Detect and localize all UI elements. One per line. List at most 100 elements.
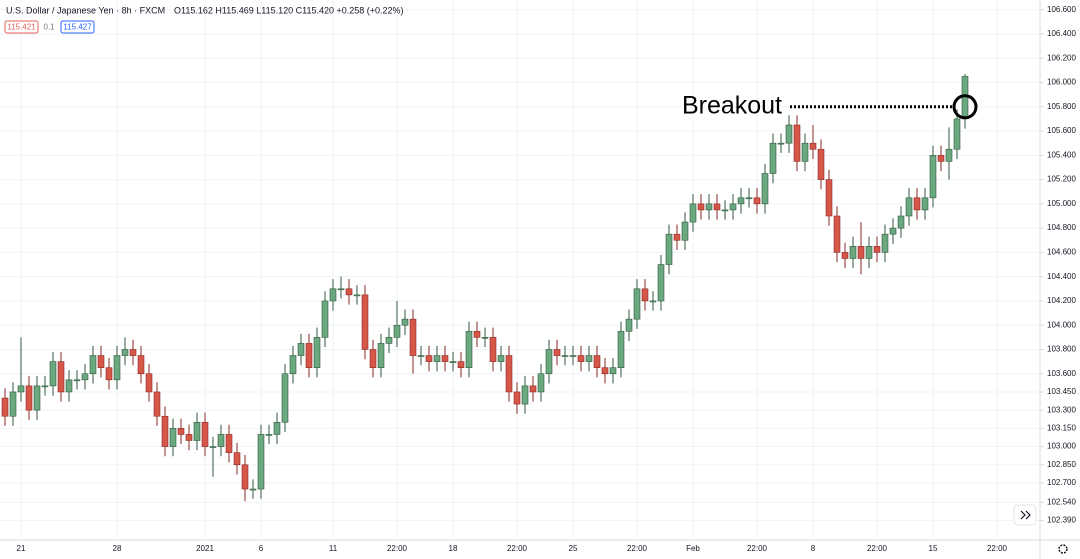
candle-body [65, 379, 73, 393]
candle-body [889, 227, 897, 235]
candle-body [937, 155, 945, 162]
candle-body [489, 337, 497, 362]
candle-body [241, 464, 249, 490]
grid [0, 0, 1040, 540]
candle-body [457, 361, 465, 368]
y-tick-label: 103.800 [1047, 345, 1076, 354]
ohlc-readout: O115.162 H115.469 L115.120 C115.420 +0.2… [174, 5, 404, 15]
candle-body [697, 203, 705, 211]
x-tick-label: 8 [811, 544, 816, 553]
candle-body [201, 421, 209, 447]
candle-body [105, 367, 113, 381]
scroll-icon[interactable] [1020, 510, 1031, 520]
candle-body [401, 318, 409, 326]
candle-body [225, 434, 233, 453]
candle-body [641, 288, 649, 302]
ask-price[interactable]: 115.427 [63, 23, 92, 32]
y-tick-label: 104.200 [1047, 296, 1076, 305]
x-tick-label: 22:00 [387, 544, 408, 553]
candle-body [721, 209, 729, 212]
candle-body [441, 355, 449, 362]
candle-body [521, 385, 529, 405]
candle-body [665, 233, 673, 265]
x-tick-label: 25 [569, 544, 578, 553]
candle-body [113, 355, 121, 381]
candle-body [417, 355, 425, 357]
candle-body [593, 355, 601, 368]
x-tick-label: 22:00 [987, 544, 1008, 553]
candle-body [473, 330, 481, 338]
candle-body [313, 337, 321, 368]
candle-body [17, 385, 25, 393]
y-tick-label: 106.000 [1047, 78, 1076, 87]
candle-body [673, 233, 681, 241]
candle-body [41, 385, 49, 388]
candle-body [33, 385, 41, 411]
candle-body [729, 203, 737, 211]
candle-body [121, 349, 129, 356]
candle-body [9, 391, 17, 417]
x-tick-label: 15 [929, 544, 938, 553]
candle-body [561, 355, 569, 357]
y-tick-label: 102.700 [1047, 478, 1076, 487]
candle-body [1, 397, 9, 417]
candle-body [129, 349, 137, 356]
candle-body [233, 452, 241, 466]
candle-body [305, 343, 313, 368]
x-tick-label: 22:00 [867, 544, 888, 553]
y-tick-label: 104.400 [1047, 272, 1076, 281]
axes: 106.600 106.400 106.200 106.000 105.800 105.6… [17, 5, 1077, 553]
candle-body [737, 197, 745, 205]
candle-body [617, 330, 625, 368]
candle-body [801, 142, 809, 162]
candle-body [681, 221, 689, 241]
y-tick-label: 104.600 [1047, 248, 1076, 257]
y-tick-label: 102.390 [1047, 516, 1076, 525]
candle-body [321, 300, 329, 338]
bid-box[interactable] [4, 20, 39, 34]
candle-body [361, 294, 369, 350]
candle-body [145, 373, 153, 393]
candle-body [833, 215, 841, 253]
x-tick-label: 2021 [196, 544, 214, 553]
candle-body [265, 434, 273, 436]
candle-body [625, 318, 633, 332]
candle-body [209, 446, 217, 448]
ask-box[interactable] [60, 20, 95, 34]
candle-body [81, 373, 89, 381]
candle-body [153, 391, 161, 417]
candle-body [585, 355, 593, 362]
candle-body [921, 197, 929, 211]
annotation: Breakout [682, 91, 978, 120]
candle-body [793, 124, 801, 162]
candle-body [577, 355, 585, 362]
y-tick-label: 105.600 [1047, 126, 1076, 135]
candle-body [609, 367, 617, 375]
candle-body [465, 330, 473, 368]
candle-body [481, 337, 489, 339]
candle-body [713, 203, 721, 211]
y-tick-label: 103.450 [1047, 387, 1076, 396]
candle-body [809, 142, 817, 150]
candle-body [289, 355, 297, 375]
candle-body [369, 349, 377, 368]
candle-body [97, 355, 105, 368]
x-tick-label: Feb [686, 544, 700, 553]
x-tick-label: 28 [113, 544, 122, 553]
candle-body [425, 355, 433, 362]
candle-body [377, 343, 385, 368]
bid-price[interactable]: 115.421 [7, 23, 36, 32]
y-tick-label: 105.200 [1047, 175, 1076, 184]
breakout-circle [952, 94, 978, 120]
candle-body [825, 179, 833, 217]
candle-body [777, 142, 785, 145]
candle-body [569, 355, 577, 357]
candle-body [689, 203, 697, 223]
candle-body [633, 288, 641, 320]
candle-body [257, 434, 265, 490]
candle-body [177, 428, 185, 435]
candle-body [353, 294, 361, 297]
settings-icon[interactable] [1058, 544, 1068, 554]
